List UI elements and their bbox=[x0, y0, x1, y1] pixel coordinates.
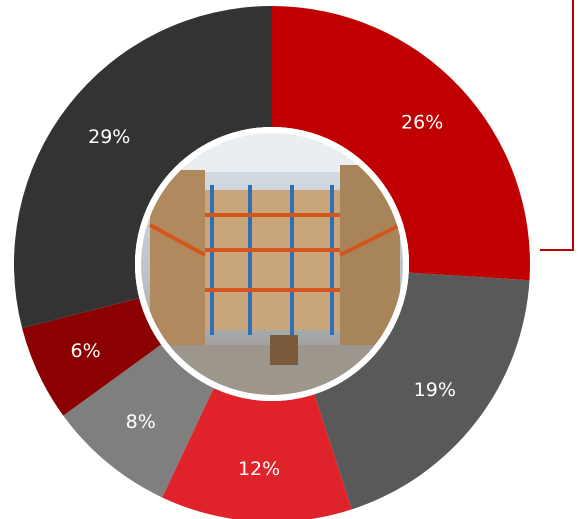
value-label: 29% bbox=[88, 126, 130, 148]
donut-segment bbox=[13, 6, 272, 329]
value-label: 19% bbox=[414, 379, 456, 401]
value-label: 6% bbox=[71, 340, 101, 362]
value-label: 8% bbox=[126, 411, 156, 433]
donut-segment bbox=[63, 344, 214, 498]
labels: 26% 19% 12% 8% 6% 29% bbox=[71, 111, 456, 480]
donut-segment bbox=[272, 6, 531, 281]
segments bbox=[13, 6, 531, 519]
photo-border bbox=[135, 127, 409, 401]
donut-segment bbox=[314, 272, 530, 510]
callout-line bbox=[540, 0, 574, 251]
donut-segment bbox=[22, 298, 162, 416]
value-label: 12% bbox=[238, 458, 280, 480]
donut-segment bbox=[162, 387, 352, 519]
value-label: 26% bbox=[401, 111, 443, 133]
